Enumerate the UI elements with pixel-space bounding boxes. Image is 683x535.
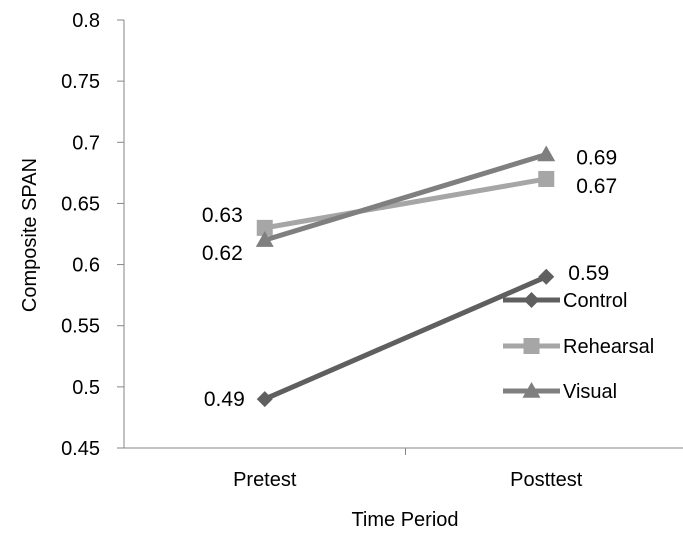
x-tick-label: Posttest [510, 469, 583, 491]
legend-label: Control [563, 290, 627, 312]
data-point-visual [255, 231, 274, 247]
x-tick-label: Pretest [233, 469, 297, 491]
y-tick-label: 0.55 [61, 316, 100, 338]
data-label-rehearsal: 0.67 [576, 175, 617, 198]
series-line-visual [262, 152, 549, 243]
data-point-visual [537, 145, 556, 162]
data-label-control: 0.49 [204, 388, 245, 411]
legend-marker [522, 382, 541, 398]
y-tick-label: 0.45 [61, 438, 100, 460]
series-visual [255, 145, 556, 247]
legend-marker [523, 338, 540, 354]
legend-label: Rehearsal [563, 336, 654, 358]
legend-marker [523, 292, 540, 308]
y-tick-label: 0.7 [72, 132, 100, 154]
y-tick-label: 0.5 [72, 377, 100, 399]
data-label-control: 0.59 [568, 262, 609, 285]
data-point-control [256, 391, 273, 408]
axes: 0.45 0.5 0.55 0.6 0.65 0.7 0.75 0.8 Pretest Postt… [61, 10, 683, 491]
data-point-rehearsal [256, 219, 273, 236]
series-rehearsal [256, 170, 555, 236]
x-axis-title: Time Period [351, 509, 458, 531]
series-line-control [262, 274, 549, 402]
data-label-visual: 0.62 [202, 242, 243, 265]
y-tick-label: 0.8 [72, 10, 100, 32]
y-tick-label: 0.65 [61, 193, 100, 215]
data-label-visual: 0.69 [576, 147, 617, 170]
legend-item-rehearsal: Rehearsal [503, 336, 654, 358]
legend: Control Rehearsal Visual [503, 290, 654, 403]
y-axis-title: Composite SPAN [19, 158, 41, 312]
data-label-rehearsal: 0.63 [202, 204, 243, 227]
data-point-rehearsal [538, 170, 555, 187]
series-layer [255, 145, 556, 408]
y-tick-label: 0.75 [61, 71, 100, 93]
data-labels: 0.49 0.59 0.63 0.67 0.62 0.69 [202, 147, 617, 412]
data-point-control [538, 268, 555, 285]
series-line-rehearsal [262, 176, 549, 231]
legend-item-control: Control [503, 290, 627, 312]
legend-label: Visual [563, 381, 617, 403]
legend-item-visual: Visual [503, 381, 617, 403]
y-tick-label: 0.6 [72, 255, 100, 277]
series-control [256, 268, 555, 408]
